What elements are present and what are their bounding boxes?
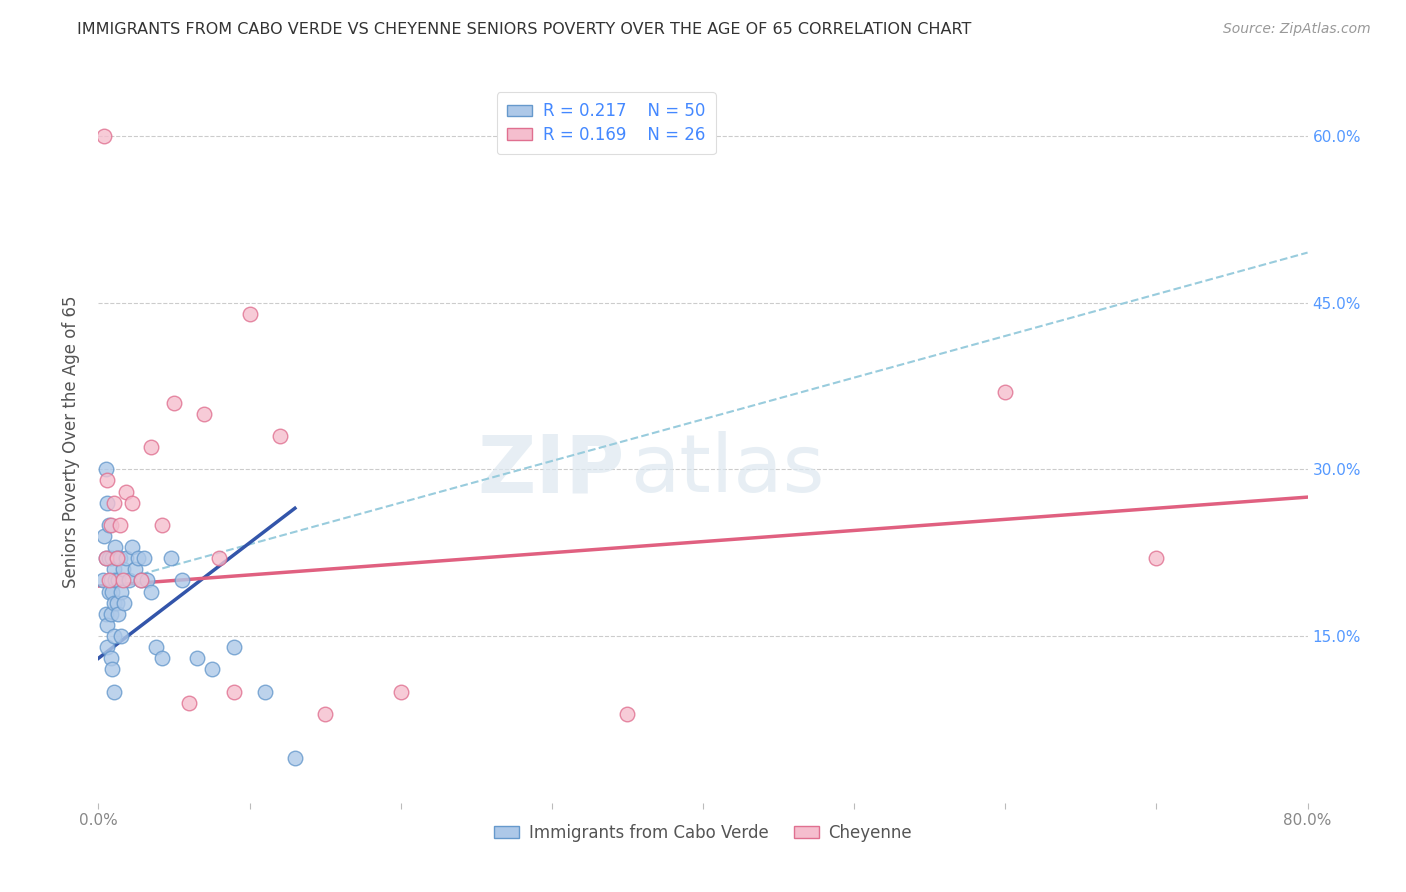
- Point: [93, 529, 115, 543]
- Point: [150, 651, 173, 665]
- Point: [135, 574, 157, 588]
- Point: [114, 484, 136, 499]
- Point: [127, 551, 149, 566]
- Point: [141, 440, 163, 454]
- Point: [224, 684, 246, 698]
- Point: [104, 540, 127, 554]
- Point: [253, 684, 276, 698]
- Point: [208, 551, 231, 566]
- Point: [105, 551, 128, 566]
- Point: [94, 551, 117, 566]
- Legend: Immigrants from Cabo Verde, Cheyenne: Immigrants from Cabo Verde, Cheyenne: [486, 817, 920, 848]
- Point: [284, 751, 307, 765]
- Point: [124, 562, 146, 576]
- Point: [96, 640, 118, 655]
- Point: [132, 551, 155, 566]
- Text: Source: ZipAtlas.com: Source: ZipAtlas.com: [1223, 22, 1371, 37]
- Point: [103, 562, 125, 576]
- Point: [110, 629, 132, 643]
- Point: [101, 551, 124, 566]
- Point: [239, 307, 262, 321]
- Point: [129, 574, 152, 588]
- Point: [105, 551, 128, 566]
- Text: ZIP: ZIP: [477, 432, 624, 509]
- Y-axis label: Seniors Poverty Over the Age of 65: Seniors Poverty Over the Age of 65: [62, 295, 80, 588]
- Point: [163, 395, 186, 409]
- Point: [111, 574, 134, 588]
- Point: [94, 462, 117, 476]
- Point: [616, 706, 638, 721]
- Point: [186, 651, 208, 665]
- Point: [108, 517, 131, 532]
- Point: [103, 596, 125, 610]
- Point: [96, 618, 118, 632]
- Point: [224, 640, 246, 655]
- Point: [100, 607, 122, 621]
- Point: [112, 596, 135, 610]
- Point: [121, 496, 143, 510]
- Point: [150, 517, 173, 532]
- Point: [108, 551, 131, 566]
- Point: [114, 551, 136, 566]
- Point: [103, 629, 125, 643]
- Point: [201, 662, 224, 676]
- Point: [994, 384, 1017, 399]
- Point: [103, 496, 125, 510]
- Text: IMMIGRANTS FROM CABO VERDE VS CHEYENNE SENIORS POVERTY OVER THE AGE OF 65 CORREL: IMMIGRANTS FROM CABO VERDE VS CHEYENNE S…: [77, 22, 972, 37]
- Point: [93, 128, 115, 143]
- Point: [118, 574, 141, 588]
- Point: [104, 574, 127, 588]
- Point: [103, 684, 125, 698]
- Point: [100, 574, 122, 588]
- Point: [193, 407, 215, 421]
- Point: [1144, 551, 1167, 566]
- Point: [269, 429, 291, 443]
- Point: [96, 474, 118, 488]
- Point: [96, 496, 118, 510]
- Point: [389, 684, 412, 698]
- Point: [170, 574, 193, 588]
- Point: [121, 540, 143, 554]
- Point: [179, 696, 201, 710]
- Point: [107, 574, 129, 588]
- Point: [98, 517, 121, 532]
- Point: [107, 607, 129, 621]
- Point: [91, 574, 114, 588]
- Point: [101, 584, 124, 599]
- Point: [98, 551, 121, 566]
- Point: [100, 517, 122, 532]
- Point: [129, 574, 152, 588]
- Point: [100, 651, 122, 665]
- Point: [98, 574, 121, 588]
- Point: [111, 562, 134, 576]
- Point: [98, 584, 121, 599]
- Point: [110, 584, 132, 599]
- Point: [160, 551, 183, 566]
- Point: [105, 596, 128, 610]
- Point: [141, 584, 163, 599]
- Point: [145, 640, 167, 655]
- Point: [94, 551, 117, 566]
- Point: [314, 706, 336, 721]
- Point: [94, 607, 117, 621]
- Point: [101, 662, 124, 676]
- Text: atlas: atlas: [630, 432, 825, 509]
